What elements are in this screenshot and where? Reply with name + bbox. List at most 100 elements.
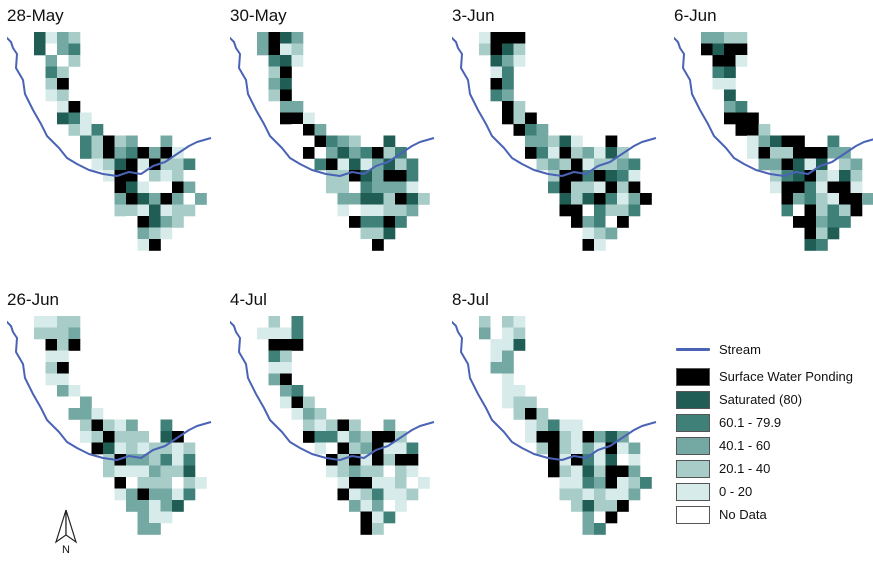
raster-cell bbox=[571, 158, 583, 171]
raster-cell bbox=[103, 135, 115, 148]
raster-cell bbox=[80, 408, 92, 420]
raster-cell bbox=[372, 216, 384, 228]
raster-cell bbox=[582, 147, 595, 159]
raster-cell bbox=[735, 43, 748, 56]
raster-cell bbox=[103, 454, 115, 466]
raster-cell bbox=[68, 408, 81, 420]
raster-cell bbox=[80, 112, 92, 125]
legend-swatch bbox=[676, 368, 710, 386]
raster-cell bbox=[114, 204, 127, 217]
raster-cell bbox=[360, 181, 373, 194]
raster-cell bbox=[548, 135, 560, 148]
raster-cell bbox=[490, 316, 503, 328]
raster-cell bbox=[548, 158, 560, 171]
raster-cell bbox=[770, 170, 782, 182]
raster-cell bbox=[68, 124, 81, 136]
raster-cell bbox=[91, 408, 104, 420]
raster-cell bbox=[103, 442, 115, 455]
raster-cell bbox=[160, 465, 173, 478]
raster-cell bbox=[395, 181, 407, 194]
raster-cell bbox=[724, 32, 736, 44]
raster-cell bbox=[280, 362, 292, 374]
legend-item-saturated: Saturated (80) bbox=[676, 390, 871, 410]
raster-cell bbox=[582, 181, 595, 194]
map-grid bbox=[452, 316, 657, 535]
raster-cell bbox=[45, 373, 58, 386]
legend-label: No Data bbox=[719, 507, 767, 522]
raster-cell bbox=[594, 239, 606, 251]
raster-cell bbox=[372, 170, 384, 182]
raster-cell bbox=[724, 66, 736, 79]
raster-cell bbox=[257, 316, 269, 328]
raster-cell bbox=[360, 239, 373, 251]
raster-cell bbox=[594, 500, 606, 512]
raster-cell bbox=[395, 158, 407, 171]
raster-cell bbox=[137, 477, 150, 489]
raster-cell bbox=[314, 419, 327, 432]
raster-cell bbox=[502, 385, 514, 397]
raster-cell bbox=[68, 112, 81, 125]
raster-cell bbox=[291, 43, 304, 56]
raster-cell bbox=[617, 170, 629, 182]
stream-line-symbol bbox=[676, 348, 710, 351]
raster-cell bbox=[502, 316, 514, 328]
raster-cell bbox=[582, 477, 595, 489]
raster-cell bbox=[337, 158, 350, 171]
raster-cell bbox=[326, 431, 338, 443]
raster-cell bbox=[57, 32, 69, 44]
raster-cell bbox=[68, 43, 81, 56]
raster-cell bbox=[827, 181, 840, 194]
raster-cell bbox=[91, 158, 104, 171]
raster-cell bbox=[103, 419, 115, 432]
map-panel-30-may: 30-May bbox=[230, 6, 448, 289]
raster-cell bbox=[594, 204, 606, 217]
raster-cell bbox=[372, 147, 384, 159]
raster-cell bbox=[280, 350, 292, 363]
raster-cell bbox=[372, 500, 384, 512]
raster-cell bbox=[383, 442, 396, 455]
raster-cell bbox=[712, 32, 725, 44]
raster-cell bbox=[183, 181, 196, 194]
raster-cell bbox=[137, 511, 150, 524]
raster-cell bbox=[291, 327, 304, 340]
raster-cell bbox=[149, 216, 161, 228]
raster-cell bbox=[490, 327, 503, 340]
raster-cell bbox=[383, 500, 396, 512]
raster-cell bbox=[172, 454, 184, 466]
raster-cell bbox=[114, 431, 127, 443]
raster-cell bbox=[172, 477, 184, 489]
raster-cell bbox=[372, 477, 384, 489]
raster-cell bbox=[149, 511, 161, 524]
raster-cell bbox=[395, 500, 407, 512]
raster-cell bbox=[502, 66, 514, 79]
raster-cell bbox=[337, 477, 350, 489]
raster-cell bbox=[582, 431, 595, 443]
raster-cell bbox=[149, 465, 161, 478]
raster-cell bbox=[559, 419, 572, 432]
stream-line bbox=[7, 36, 212, 177]
raster-cell bbox=[559, 488, 572, 501]
raster-cell bbox=[137, 216, 150, 228]
raster-cell bbox=[303, 135, 315, 148]
raster-cell bbox=[594, 216, 606, 228]
raster-cell bbox=[827, 135, 840, 148]
raster-cell bbox=[360, 477, 373, 489]
raster-cell bbox=[418, 477, 430, 489]
raster-cell bbox=[280, 316, 292, 328]
raster-cell bbox=[183, 465, 196, 478]
raster-cell bbox=[502, 339, 514, 351]
raster-cell bbox=[160, 477, 173, 489]
raster-cell bbox=[490, 362, 503, 374]
raster-cell bbox=[314, 408, 327, 420]
raster-cell bbox=[582, 511, 595, 524]
raster-cell bbox=[326, 442, 338, 455]
legend-item-0-20: 0 - 20 bbox=[676, 482, 871, 502]
stream-line bbox=[230, 36, 435, 177]
raster-cell bbox=[114, 442, 127, 455]
legend-swatch bbox=[676, 506, 710, 524]
raster-cell bbox=[395, 488, 407, 501]
raster-cell bbox=[525, 112, 537, 125]
legend-label: 20.1 - 40 bbox=[719, 461, 771, 476]
raster-cell bbox=[268, 362, 281, 374]
raster-cell bbox=[149, 500, 161, 512]
